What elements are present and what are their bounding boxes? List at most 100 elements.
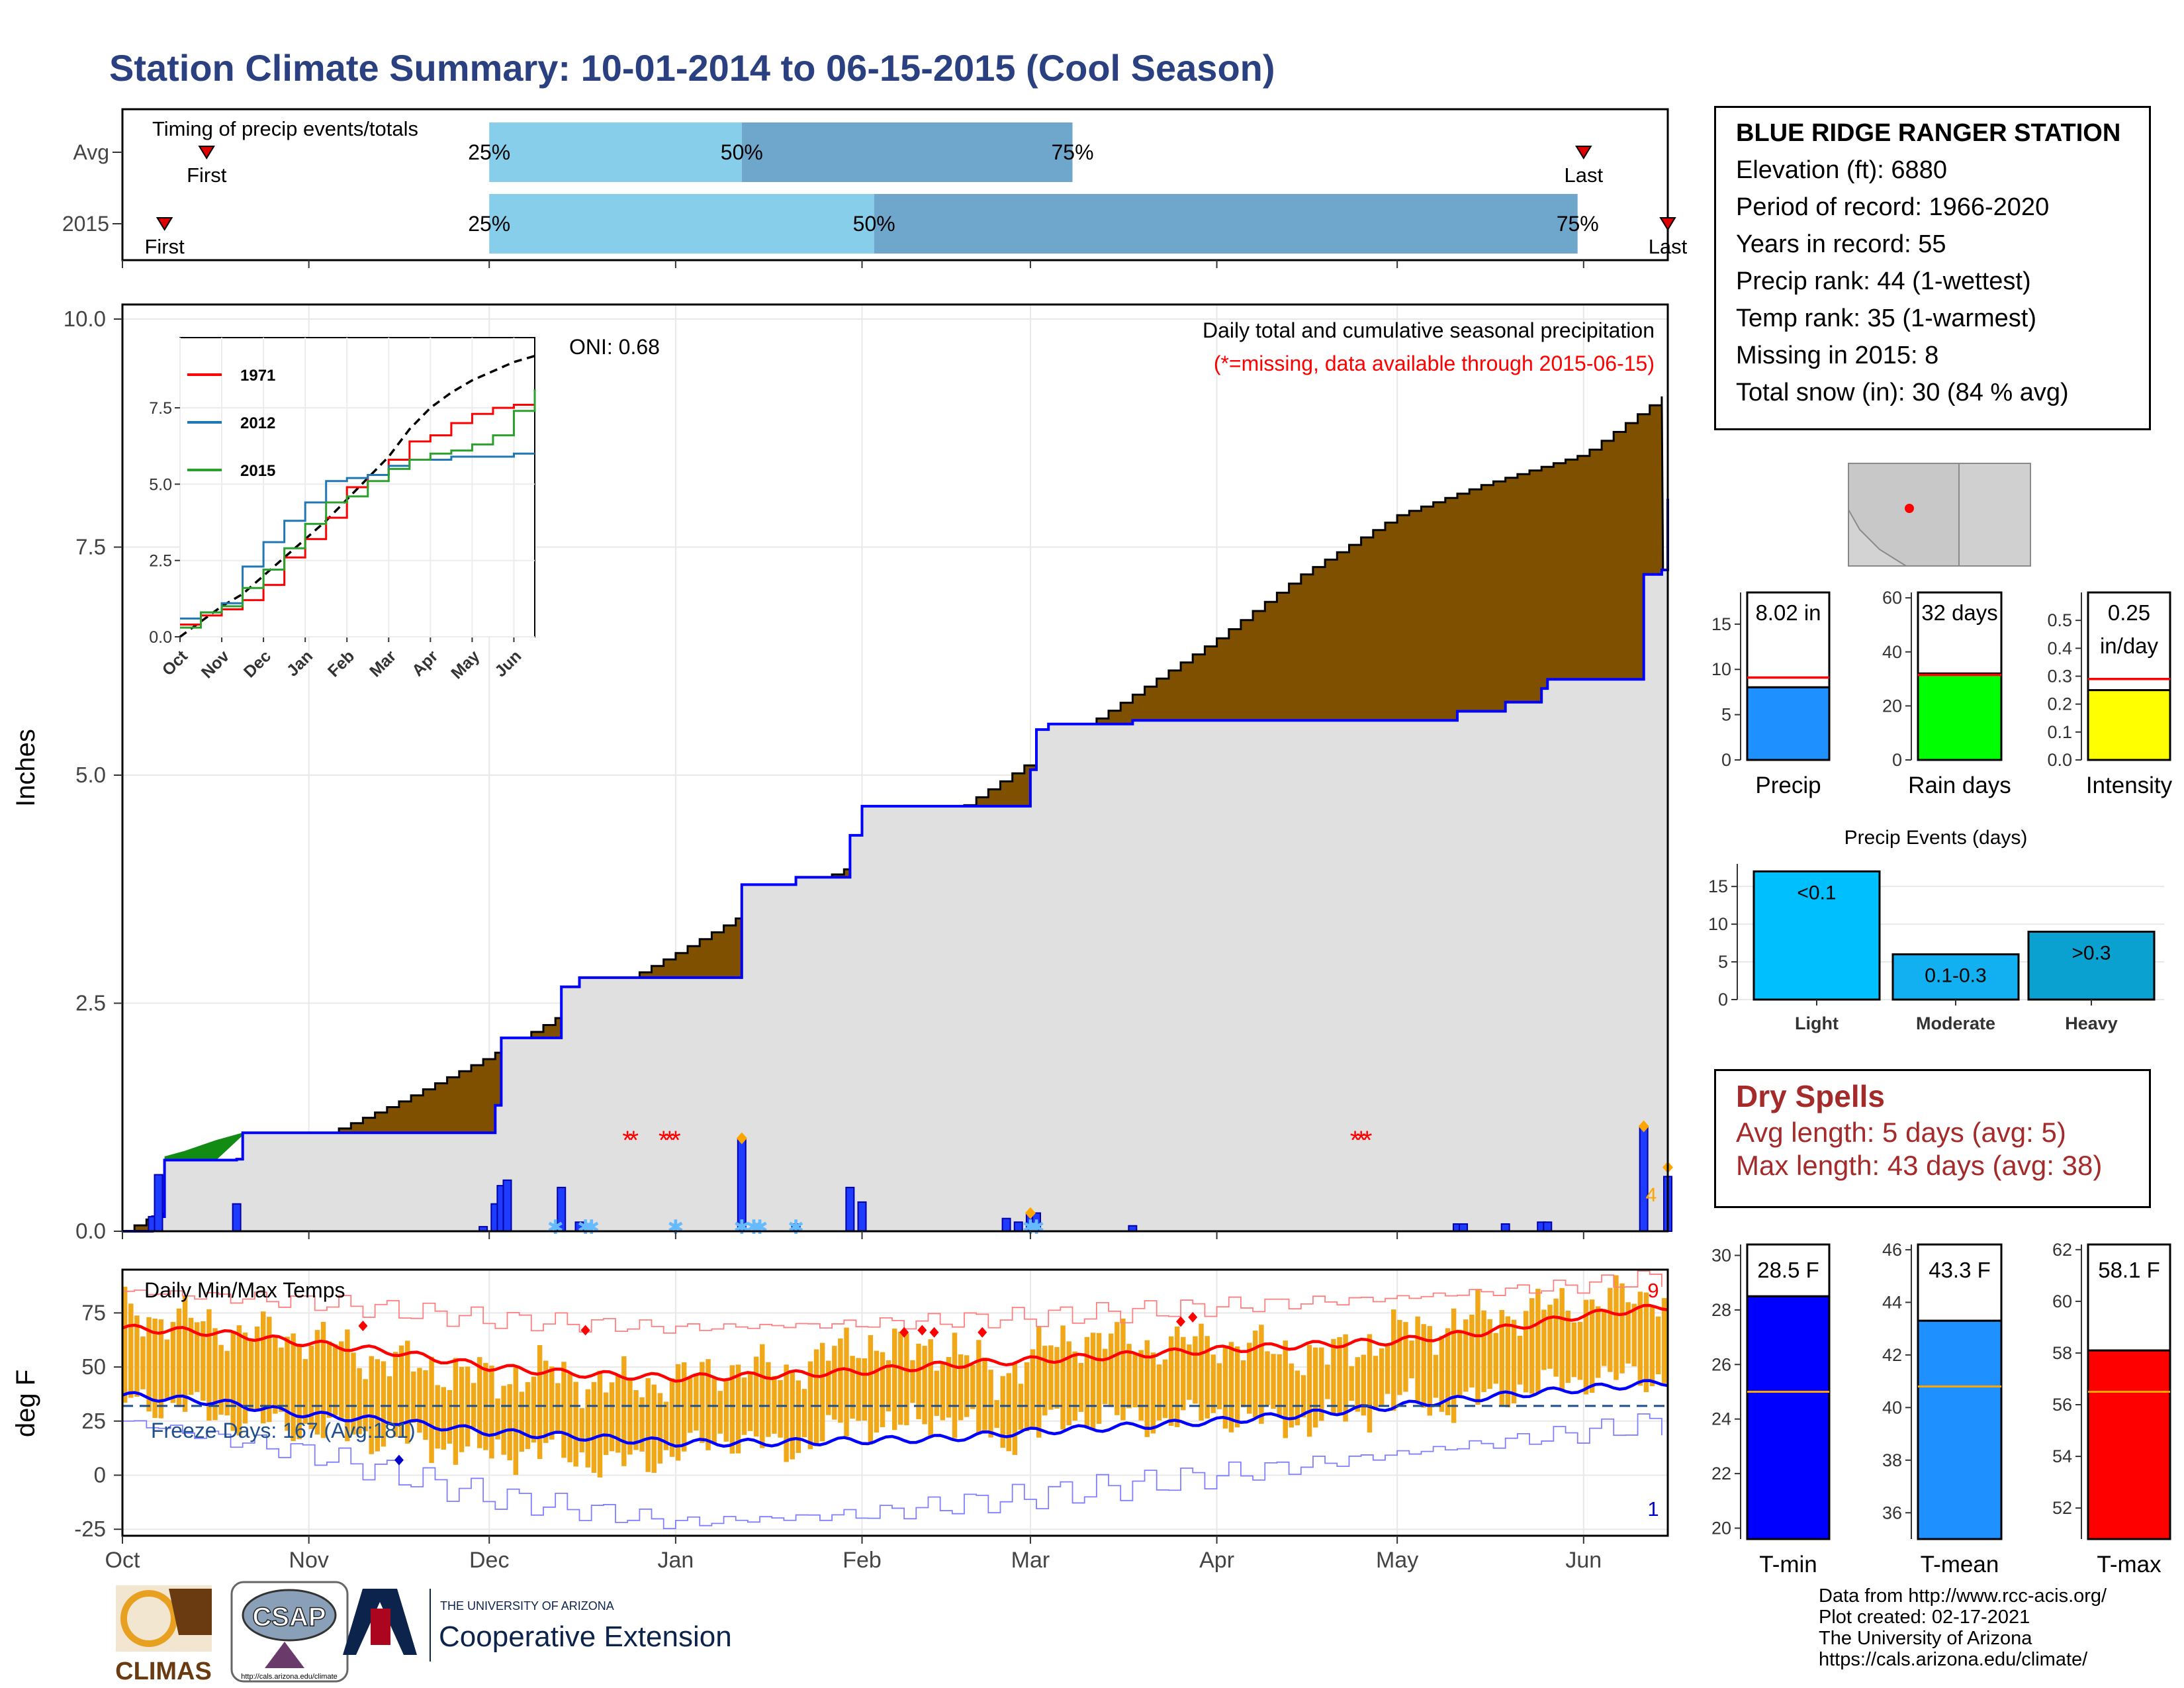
events-x-label: Moderate bbox=[1916, 1013, 1995, 1033]
precip-panel-1-y-tick-label: 20 bbox=[1882, 696, 1902, 716]
temp-daily-bar bbox=[705, 1359, 711, 1450]
precip-daily-bar bbox=[1459, 1223, 1469, 1232]
temp-daily-bar bbox=[1337, 1337, 1342, 1415]
temp-daily-bar bbox=[381, 1361, 387, 1447]
temp-daily-bar bbox=[1403, 1322, 1408, 1392]
precip-panel-2-bar bbox=[2087, 689, 2171, 761]
temp-daily-bar bbox=[254, 1326, 260, 1412]
temp-daily-bar bbox=[615, 1374, 621, 1453]
precip-chart-subtitle: (*=missing, data available through 2015-… bbox=[1214, 352, 1655, 375]
temp-panel-1-y-tick-label: 40 bbox=[1882, 1397, 1902, 1417]
temp-daily-bar bbox=[1199, 1323, 1204, 1421]
temp-daily-bar bbox=[501, 1385, 506, 1455]
precip-chart-title: Daily total and cumulative seasonal prec… bbox=[1203, 318, 1655, 342]
temp-daily-bar bbox=[1463, 1319, 1469, 1392]
precip-y-tick-label: 7.5 bbox=[75, 535, 106, 559]
events-title: Precip Events (days) bbox=[1844, 827, 2028, 849]
temp-daily-bar bbox=[1535, 1288, 1541, 1392]
temp-panel-0-y-tick-label: 22 bbox=[1711, 1464, 1731, 1483]
temp-daily-bar bbox=[1162, 1359, 1168, 1419]
temp-daily-bar bbox=[639, 1397, 645, 1452]
temp-daily-bar bbox=[1433, 1354, 1439, 1398]
station-period: Period of record: 1966-2020 bbox=[1736, 193, 2050, 221]
temp-daily-bar bbox=[813, 1349, 819, 1446]
precip-panel-0-y-tick-label: 0 bbox=[1721, 750, 1731, 770]
temp-daily-bar bbox=[964, 1355, 970, 1417]
precip-snow-mark: ✱ bbox=[788, 1217, 804, 1239]
precip-snow-mark: ✱ bbox=[745, 1217, 762, 1239]
temp-daily-bar bbox=[1060, 1325, 1066, 1430]
temp-daily-bar bbox=[1614, 1275, 1619, 1380]
temp-daily-bar bbox=[1300, 1375, 1306, 1418]
temp-x-tick-label: Feb bbox=[842, 1548, 882, 1573]
temp-daily-bar bbox=[1174, 1326, 1180, 1428]
temp-daily-bar bbox=[1409, 1340, 1414, 1379]
temp-daily-bar bbox=[279, 1347, 284, 1412]
temp-y-tick-label: 0 bbox=[94, 1462, 106, 1487]
precip-y-tick-label: 2.5 bbox=[75, 991, 106, 1015]
temp-record-low-line bbox=[122, 1413, 1662, 1530]
events-x-label: Heavy bbox=[2065, 1013, 2118, 1033]
precip-panel-0-bar bbox=[1746, 686, 1831, 761]
station-info-box: BLUE RIDGE RANGER STATION Elevation (ft)… bbox=[1714, 106, 2151, 430]
temp-daily-bar bbox=[411, 1371, 416, 1423]
temp-daily-bar bbox=[332, 1344, 338, 1416]
csap-logo-mountain bbox=[265, 1642, 304, 1668]
precip-surplus-green bbox=[164, 1133, 243, 1160]
temp-normal-min-line bbox=[122, 1379, 1668, 1448]
inset-y-label: 7.5 bbox=[149, 399, 172, 418]
temp-daily-bar bbox=[772, 1376, 777, 1434]
temp-daily-bar bbox=[1547, 1304, 1553, 1369]
temp-daily-bar bbox=[1421, 1324, 1426, 1408]
temp-daily-bar bbox=[958, 1354, 964, 1421]
temp-y-tick-label: 75 bbox=[81, 1300, 106, 1325]
temp-daily-bar bbox=[417, 1368, 422, 1433]
temp-daily-bar bbox=[844, 1327, 849, 1437]
temp-daily-bar bbox=[819, 1342, 825, 1442]
temp-daily-bar bbox=[1312, 1347, 1318, 1428]
temp-daily-bar bbox=[940, 1362, 946, 1421]
temp-daily-bar bbox=[158, 1319, 163, 1419]
temp-panel-2-bar bbox=[2087, 1349, 2171, 1540]
precip-snow-mark: ✱ bbox=[583, 1217, 600, 1239]
temp-daily-bar bbox=[291, 1333, 296, 1442]
temp-daily-bar bbox=[188, 1317, 194, 1395]
timing-bar-25-50 bbox=[489, 122, 742, 182]
temp-daily-bar bbox=[657, 1393, 663, 1464]
precip-missing-mark: * bbox=[1362, 1126, 1373, 1155]
temp-daily-bar bbox=[994, 1400, 999, 1429]
temp-daily-bar bbox=[1042, 1346, 1048, 1416]
station-years: Years in record: 55 bbox=[1736, 230, 1946, 258]
temp-daily-bar bbox=[1523, 1311, 1529, 1393]
ua-logo-a bbox=[343, 1589, 417, 1655]
temp-daily-bar bbox=[248, 1340, 254, 1409]
temp-x-tick-label: Dec bbox=[469, 1548, 509, 1573]
temp-daily-bar bbox=[212, 1328, 218, 1421]
temp-daily-bar bbox=[688, 1378, 693, 1433]
temp-daily-bar bbox=[1445, 1328, 1451, 1415]
events-bar-label: 0.1-0.3 bbox=[1925, 965, 1986, 987]
temp-daily-bar bbox=[1397, 1319, 1402, 1395]
timing-label-75: 75% bbox=[1052, 140, 1094, 164]
temp-daily-bar bbox=[1271, 1354, 1276, 1409]
station-temp-rank: Temp rank: 35 (1-warmest) bbox=[1736, 305, 2037, 332]
temp-daily-bar bbox=[1006, 1373, 1012, 1452]
temp-daily-bar bbox=[880, 1352, 886, 1427]
climas-logo-text: CLIMAS bbox=[115, 1658, 212, 1685]
precip-missing-mark: * bbox=[1356, 1126, 1367, 1155]
temp-daily-bar bbox=[555, 1383, 561, 1432]
temp-daily-bar bbox=[1511, 1319, 1517, 1404]
temp-daily-bar bbox=[1493, 1333, 1498, 1384]
temp-daily-bar bbox=[1631, 1303, 1637, 1367]
temp-daily-bar bbox=[700, 1362, 705, 1443]
temp-daily-bar bbox=[1595, 1306, 1601, 1378]
events-x-label: Light bbox=[1795, 1013, 1839, 1033]
temp-x-tick-label: Oct bbox=[105, 1548, 140, 1573]
temp-daily-bar bbox=[862, 1358, 867, 1421]
temp-panel-2-y-tick-label: 58 bbox=[2052, 1343, 2072, 1363]
temp-daily-bar bbox=[513, 1367, 519, 1476]
temp-y-tick-label: 25 bbox=[81, 1409, 106, 1433]
temp-daily-bar bbox=[1625, 1302, 1631, 1364]
temp-daily-bar bbox=[441, 1387, 446, 1450]
csap-logo-cloud bbox=[242, 1589, 337, 1642]
